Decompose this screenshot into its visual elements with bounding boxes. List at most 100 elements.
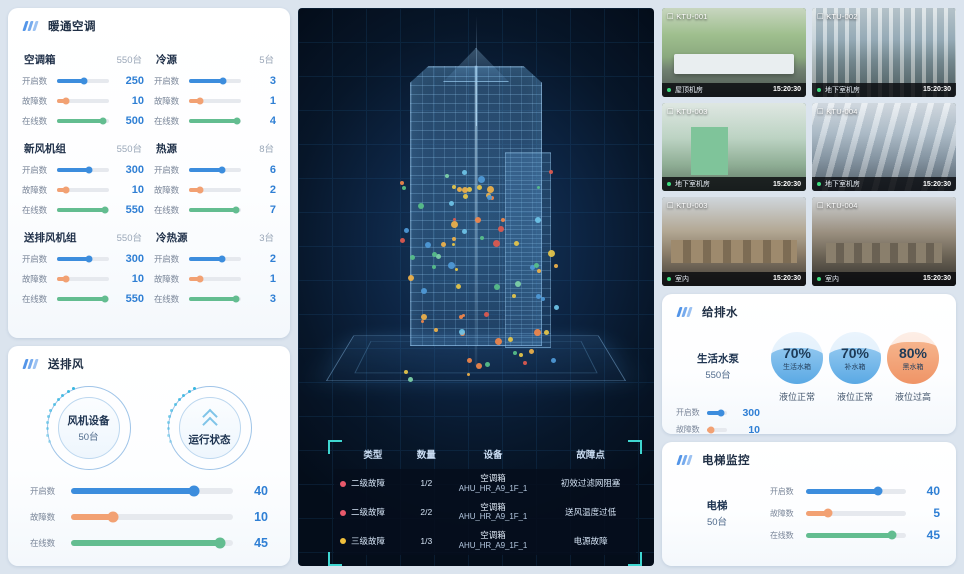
camera-tile[interactable]: ☐ KTU-004 室内 15:20:30 [812, 197, 956, 286]
hvac-slider-row[interactable]: 在线数 4 [154, 111, 276, 131]
slider-track[interactable] [189, 166, 241, 174]
hvac-slider-row[interactable]: 在线数 550 [22, 200, 144, 220]
fan-gauge: 运行状态 [166, 386, 252, 470]
hvac-group-name: 空调箱 [24, 54, 56, 66]
fan-slider-row[interactable]: 开启数 40 [30, 478, 268, 504]
gauge-subtitle: 50台 [706, 517, 728, 528]
hvac-slider-row[interactable]: 在线数 3 [154, 289, 276, 309]
camera-tile[interactable]: ☐ KTU-003 地下室机房 15:20:30 [662, 102, 806, 192]
slider-track[interactable] [57, 117, 109, 125]
elevator-gauge: 电梯 50台 [678, 474, 756, 552]
gauge-title: 风机设备 [67, 415, 110, 427]
camera-timestamp: 15:20:30 [772, 86, 801, 94]
hvac-slider-row[interactable]: 开启数 300 [22, 249, 144, 269]
camera-location: 地下室机房 [667, 179, 710, 189]
slider-track[interactable] [189, 186, 241, 194]
slider-track[interactable] [189, 295, 241, 303]
hvac-slider-row[interactable]: 在线数 500 [22, 111, 144, 131]
slider-track[interactable] [57, 275, 109, 283]
hvac-group: 冷源 5台 开启数 3 故障数 1 在线数 4 [154, 44, 276, 131]
slider-value: 2 [269, 253, 276, 265]
elev-slider-row[interactable]: 故障数 5 [770, 502, 940, 524]
slider-track[interactable] [71, 485, 233, 497]
alarm-row[interactable]: 二级故障 2/2 空调箱 AHU_HR_A9_1F_1 送风温度过低 [334, 498, 636, 527]
building-tower-main [410, 66, 542, 346]
slider-value: 1 [269, 95, 276, 107]
slider-track[interactable] [189, 97, 241, 105]
slider-track[interactable] [57, 166, 109, 174]
slider-track[interactable] [57, 77, 109, 85]
camera-feed [812, 8, 956, 97]
slider-track[interactable] [71, 511, 233, 523]
alarm-table-panel: 类型 数量 设备 故障点 二级故障 1/2 空调箱 AHU_HR_A9_1F_1 初效过滤网阻… [328, 440, 642, 566]
hvac-slider-row[interactable]: 故障数 1 [154, 91, 276, 111]
hvac-slider-row[interactable]: 故障数 2 [154, 180, 276, 200]
slider-track[interactable] [57, 186, 109, 194]
slider-track[interactable] [189, 206, 241, 214]
slider-value: 2 [269, 184, 276, 196]
slider-track[interactable] [57, 206, 109, 214]
alarm-device: 空调箱 AHU_HR_A9_1F_1 [458, 530, 528, 550]
slider-label: 故障数 [154, 96, 179, 106]
slider-track[interactable] [57, 97, 109, 105]
hvac-slider-row[interactable]: 开启数 250 [22, 71, 144, 91]
slider-track[interactable] [707, 409, 727, 416]
slider-track[interactable] [189, 275, 241, 283]
alarm-row[interactable]: 三级故障 1/3 空调箱 AHU_HR_A9_1F_1 电源故障 [334, 526, 636, 555]
panel-header-elevator: 电梯监控 [662, 442, 956, 472]
slider-value: 45 [926, 528, 940, 542]
slider-track[interactable] [806, 530, 906, 540]
slider-value: 10 [131, 184, 144, 196]
elev-slider-row[interactable]: 开启数 40 [770, 480, 940, 502]
slider-track[interactable] [189, 117, 241, 125]
water-tank: 70% 补水箱 液位正常 [826, 332, 884, 455]
accent-bars-icon [22, 359, 40, 369]
slider-track[interactable] [71, 537, 233, 549]
slider-track[interactable] [707, 426, 727, 433]
gauge-title: 生活水泵 [697, 353, 739, 365]
hvac-slider-row[interactable]: 在线数 550 [22, 289, 144, 309]
alarm-fault-point: 送风温度过低 [565, 506, 617, 517]
tank-status: 液位正常 [836, 392, 873, 402]
slider-track[interactable] [57, 295, 109, 303]
slider-track[interactable] [806, 486, 906, 496]
hvac-slider-row[interactable]: 故障数 10 [22, 180, 144, 200]
camera-grid: ☐ KTU-001 屋顶机房 15:20:30 ☐ KTU-002 地下室机房 15:20… [662, 8, 956, 286]
slider-value: 7 [269, 204, 276, 216]
tank-name: 补水箱 [844, 363, 866, 371]
elev-slider-row[interactable]: 在线数 45 [770, 524, 940, 546]
camera-tile[interactable]: ☐ KTU-004 地下室机房 15:20:30 [812, 102, 956, 192]
camera-tile[interactable]: ☐ KTU-003 室内 15:20:30 [662, 197, 806, 286]
corner-bracket-icon [628, 552, 642, 566]
slider-track[interactable] [57, 255, 109, 263]
panel-header-fan: 送排风 [8, 346, 290, 376]
gauge-subtitle: 550台 [705, 370, 731, 381]
camera-tile[interactable]: ☐ KTU-001 屋顶机房 15:20:30 [662, 8, 806, 97]
run-status-icon [199, 410, 221, 432]
hvac-slider-row[interactable]: 故障数 10 [22, 91, 144, 111]
fan-slider-row[interactable]: 在线数 45 [30, 530, 268, 556]
slider-label: 开启数 [30, 486, 55, 496]
alarm-qty: 1/2 [420, 478, 433, 489]
slider-track[interactable] [806, 508, 906, 518]
online-dot-icon [817, 87, 821, 92]
slider-value: 6 [269, 164, 276, 176]
gauge-center: 电梯 50台 [689, 485, 745, 541]
hvac-slider-row[interactable]: 开启数 2 [154, 249, 276, 269]
water-slider-row[interactable]: 故障数 10 [676, 421, 760, 438]
building-3d-view[interactable]: 类型 数量 设备 故障点 二级故障 1/2 空调箱 AHU_HR_A9_1F_1 初效过滤网阻… [298, 8, 654, 566]
alarm-row[interactable]: 二级故障 1/2 空调箱 AHU_HR_A9_1F_1 初效过滤网阻塞 [334, 469, 636, 498]
slider-track[interactable] [189, 77, 241, 85]
hvac-slider-row[interactable]: 故障数 1 [154, 269, 276, 289]
camera-location: 屋顶机房 [667, 85, 703, 95]
fan-slider-row[interactable]: 故障数 10 [30, 504, 268, 530]
hvac-slider-row[interactable]: 开启数 3 [154, 71, 276, 91]
slider-label: 故障数 [154, 274, 179, 284]
hvac-slider-row[interactable]: 开启数 300 [22, 160, 144, 180]
hvac-slider-row[interactable]: 开启数 6 [154, 160, 276, 180]
camera-tile[interactable]: ☐ KTU-002 地下室机房 15:20:30 [812, 8, 956, 97]
slider-track[interactable] [189, 255, 241, 263]
hvac-slider-row[interactable]: 故障数 10 [22, 269, 144, 289]
water-slider-row[interactable]: 开启数 300 [676, 404, 760, 421]
hvac-slider-row[interactable]: 在线数 7 [154, 200, 276, 220]
